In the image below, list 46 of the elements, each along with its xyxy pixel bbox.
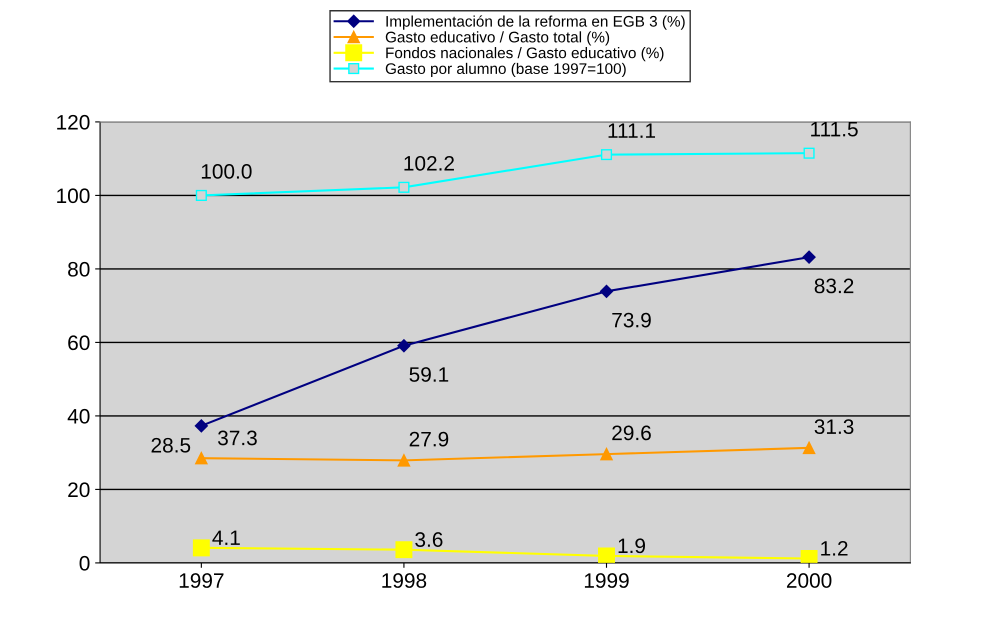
legend-label: Gasto por alumno (base 1997=100) xyxy=(386,62,626,78)
y-tick-label: 40 xyxy=(68,408,90,424)
data-label: 102.2 xyxy=(404,156,454,171)
data-label: 31.3 xyxy=(814,419,854,434)
x-tick-label: 1999 xyxy=(584,573,629,588)
point xyxy=(600,284,614,298)
x-tick-label: 1997 xyxy=(180,573,224,588)
legend-label: Implementación de la reforma en EGB 3 (%) xyxy=(386,15,685,30)
point xyxy=(196,190,207,201)
data-label: 29.6 xyxy=(612,426,651,440)
data-label: 83.2 xyxy=(814,278,854,294)
point xyxy=(398,182,410,193)
point xyxy=(802,250,816,264)
data-label: 111.1 xyxy=(608,123,656,138)
x-tick-label: 1998 xyxy=(382,573,426,588)
point xyxy=(397,339,411,352)
data-label: 4.1 xyxy=(212,530,240,545)
point xyxy=(598,547,615,563)
data-label: 27.9 xyxy=(410,432,448,447)
point xyxy=(192,539,210,556)
y-tick-label: 60 xyxy=(68,335,90,350)
data-label: 73.9 xyxy=(612,312,651,328)
data-label: 3.6 xyxy=(415,532,442,547)
y-tick-label: 20 xyxy=(68,482,90,498)
x-tick-label: 2000 xyxy=(786,573,832,588)
y-tick-label: 0 xyxy=(80,556,90,571)
legend-label: Gasto educativo / Gasto total (%) xyxy=(386,31,610,46)
data-label: 1.9 xyxy=(618,538,645,554)
data-label: 1.2 xyxy=(821,541,848,556)
point xyxy=(600,448,613,460)
data-label: 37.3 xyxy=(218,430,257,446)
point xyxy=(600,149,612,160)
point xyxy=(804,148,815,159)
data-label: 28.5 xyxy=(152,438,190,453)
y-tick-label: 100 xyxy=(57,188,90,204)
data-label: 59.1 xyxy=(409,367,448,382)
legend-label: Fondos nacionales / Gasto educativo (%) xyxy=(386,47,664,62)
point xyxy=(195,452,208,464)
y-tick-label: 120 xyxy=(57,114,90,130)
point xyxy=(194,419,208,432)
point xyxy=(802,442,816,454)
y-tick-label: 80 xyxy=(68,262,90,277)
data-label: 111.5 xyxy=(811,122,858,137)
data-label: 100.0 xyxy=(202,164,252,179)
point xyxy=(398,454,410,467)
point xyxy=(395,541,412,558)
